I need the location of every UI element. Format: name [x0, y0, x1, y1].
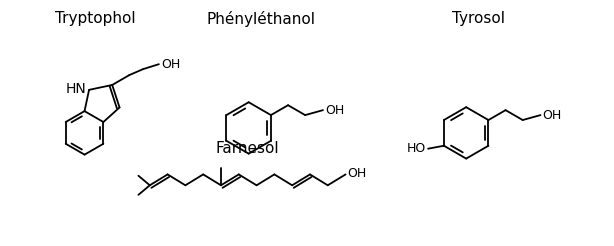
- Text: HO: HO: [407, 142, 426, 155]
- Text: Farnesol: Farnesol: [216, 141, 279, 156]
- Text: Tyrosol: Tyrosol: [451, 11, 505, 26]
- Text: Tryptophol: Tryptophol: [55, 11, 136, 26]
- Text: Phényléthanol: Phényléthanol: [206, 11, 315, 27]
- Text: OH: OH: [542, 108, 562, 122]
- Text: OH: OH: [161, 58, 180, 71]
- Text: OH: OH: [325, 104, 344, 117]
- Text: HN: HN: [65, 82, 86, 96]
- Text: OH: OH: [348, 167, 367, 180]
